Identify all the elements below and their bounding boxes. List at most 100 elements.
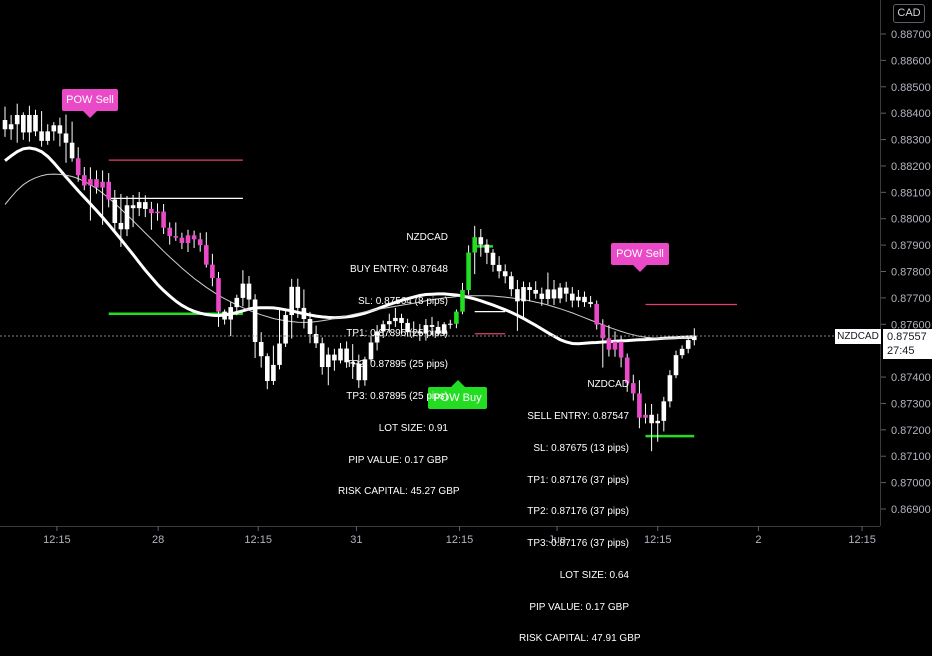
candle-body (435, 326, 441, 334)
candle-body (429, 325, 435, 327)
candle-body (27, 115, 32, 133)
candle-body (466, 252, 471, 290)
candle-body (252, 299, 258, 342)
candle-body (271, 364, 276, 382)
info-line: TP1: 0.87895 (25 pips) (346, 327, 448, 339)
candle-body (344, 348, 349, 363)
candle-body (679, 348, 685, 356)
candle-body (326, 354, 331, 368)
candle-body (295, 286, 301, 308)
candle-body (423, 325, 429, 334)
time-tick-label: 2 (755, 534, 761, 546)
candle-body (502, 271, 508, 277)
candle-body (88, 179, 93, 186)
candle-body (380, 324, 386, 332)
candle-body (301, 307, 307, 320)
price-tick-label: 0.87000 (891, 478, 931, 490)
info-line: RISK CAPITAL: 47.91 GBP (519, 633, 641, 645)
candle-body (478, 237, 484, 245)
price-tick-label: 0.87900 (891, 240, 931, 252)
time-tick-label: 31 (350, 534, 362, 546)
candle-body (45, 131, 50, 141)
candle-body (631, 383, 636, 394)
candle-body (149, 208, 154, 214)
candle-body (539, 293, 545, 299)
candle-body (563, 287, 569, 294)
candle-body (387, 321, 392, 325)
candle-body (179, 237, 185, 244)
candle-body (332, 354, 337, 361)
pow-buy-label: POW Buy (433, 392, 482, 404)
candle-body (350, 362, 355, 364)
candle-body (161, 211, 166, 228)
pow-sell-signal-2[interactable]: POW Sell (611, 243, 669, 272)
moving-averages (4, 146, 695, 346)
candle-body (51, 125, 57, 132)
candle-body (643, 414, 648, 418)
candle-body (606, 338, 612, 350)
candle-body (667, 375, 673, 402)
candle-body (94, 179, 99, 188)
candle-body (307, 319, 313, 335)
price-tick-label: 0.87600 (891, 319, 931, 331)
signal-arrow-up-icon (450, 380, 465, 387)
time-tick-label: Jun (548, 534, 566, 546)
price-tick-label: 0.88600 (891, 55, 931, 67)
candle-body (624, 357, 630, 384)
candle-body (167, 227, 172, 237)
candle-body (39, 131, 44, 141)
candle-body (692, 335, 697, 341)
candle-body (100, 181, 105, 188)
candle-body (441, 324, 447, 334)
pow-sell-label-1: POW Sell (66, 94, 114, 106)
price-tick-label: 0.88100 (891, 187, 931, 199)
candle-body (124, 205, 130, 230)
candle-body (557, 287, 563, 299)
time-axis[interactable]: 12:15 28 12:15 31 12:15 Jun 12:15 2 12:15 (0, 526, 880, 546)
pow-sell-signal-1[interactable]: POW Sell (62, 89, 118, 118)
info-line: LOT SIZE: 0.64 (559, 569, 629, 581)
candle-body (655, 420, 660, 424)
info-line: SL: 0.87564 (8 pips) (357, 295, 448, 307)
pow-buy-signal[interactable]: POW Buy (428, 380, 487, 409)
candle-body (588, 302, 593, 304)
candle-body (240, 283, 246, 298)
ma-slow-line (4, 173, 695, 339)
candle-body (118, 222, 124, 230)
bar-countdown: 27:45 (887, 345, 915, 357)
info-line: LOT SIZE: 0.91 (378, 422, 448, 434)
candle-body (618, 341, 624, 358)
candle-body (509, 276, 514, 290)
info-line: PIP VALUE: 0.17 GBP (348, 454, 448, 466)
trade-levels (108, 159, 737, 438)
time-tick-label: 12:15 (446, 534, 474, 546)
info-line: TP2: 0.87176 (37 pips) (527, 506, 629, 518)
candle-body (204, 245, 209, 265)
candle-body (63, 133, 69, 143)
candle-body (496, 264, 502, 272)
currency-badge[interactable]: CAD (893, 4, 925, 23)
candle-body (374, 331, 380, 343)
candle-body (8, 124, 14, 130)
info-line: TP3: 0.87176 (37 pips) (527, 538, 629, 550)
candle-body (484, 244, 490, 253)
candle-body (82, 175, 87, 186)
price-tick-label: 0.87800 (891, 267, 931, 279)
candle-body (417, 331, 423, 334)
candle-body (216, 278, 221, 312)
candle-body (411, 331, 416, 333)
candle-body (106, 181, 111, 200)
candle-body (356, 363, 362, 381)
price-chart[interactable]: 0.88700 0.88600 0.88500 0.88400 0.88300 0.882… (0, 0, 932, 550)
candle-body (362, 359, 368, 381)
candle-body (490, 252, 496, 265)
price-tick-label: 0.88400 (891, 108, 931, 120)
price-tick-label: 0.87100 (891, 451, 931, 463)
price-tick-label: 0.87300 (891, 398, 931, 410)
current-price-tag: 0.87557 27:45 (883, 329, 932, 359)
time-tick-label: 28 (152, 534, 164, 546)
candle-body (527, 287, 532, 290)
price-tick-label: 0.87400 (891, 372, 931, 384)
candle-body (112, 199, 118, 223)
price-axis[interactable]: 0.88700 0.88600 0.88500 0.88400 0.88300 0.882… (880, 0, 931, 526)
